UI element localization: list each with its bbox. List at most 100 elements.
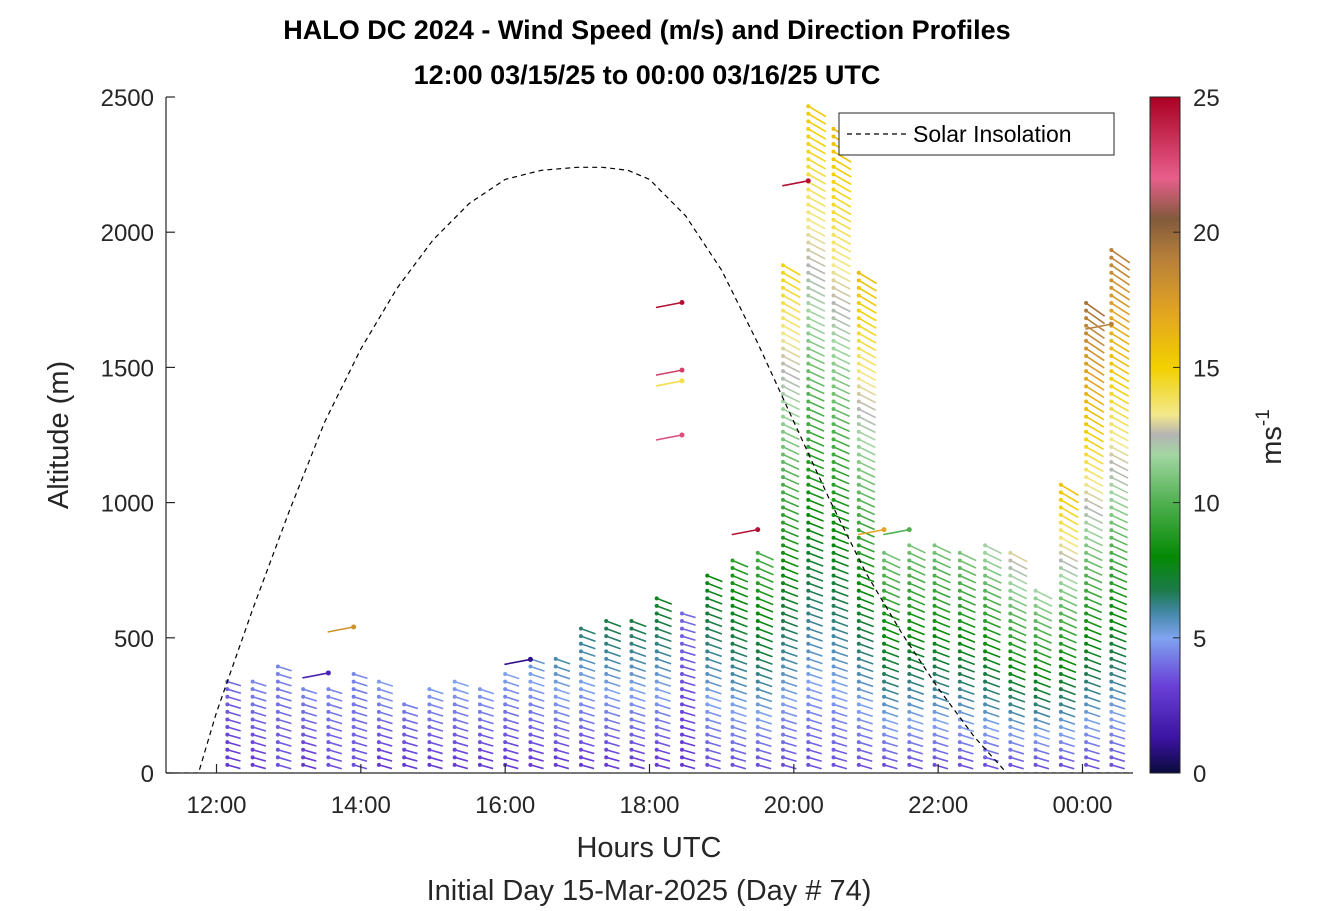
profile-barb-dot [1109,301,1114,306]
profile-barb-dot [730,596,735,601]
profile-barb-shaft [454,756,469,762]
profile-barb-shaft [782,340,801,351]
profile-barb-shaft [479,688,495,695]
profile-barb-dot [578,656,583,661]
profile-barb-dot [856,490,861,495]
profile-barb-dot [1084,497,1089,502]
profile-barb-shaft [782,741,797,748]
profile-barb-shaft [858,294,877,307]
profile-barb-shaft [1111,733,1126,740]
profile-barb-shaft [656,620,672,628]
profile-barb-dot [553,747,558,752]
profile-barb-shaft [959,673,975,681]
profile-barb-dot [1008,626,1013,631]
profile-barb-dot [1058,619,1063,624]
profile-barb-dot [301,755,306,760]
profile-barb-dot [629,679,634,684]
profile-barb-dot [1109,596,1114,601]
profile-barb-dot [806,482,811,487]
profile-barb-shaft [1085,627,1102,636]
profile-barb-dot [1084,369,1089,374]
profile-barb-dot [1084,384,1089,389]
profile-barb-shaft [934,718,949,725]
profile-barb-dot [806,232,811,237]
profile-barb-dot [376,732,381,737]
profile-barb-shaft [530,673,545,680]
profile-barb-dot [402,732,407,737]
profile-barb-dot [957,709,962,714]
profile-barb-dot [351,762,356,767]
profile-barb-dot [856,399,861,404]
profile-barb-dot [1008,679,1013,684]
profile-barb-shaft [934,643,950,651]
profile-barb-shaft [656,627,672,635]
profile-barb-shaft [302,688,318,695]
profile-barb-dot [755,619,760,624]
profile-barb-shaft [1110,302,1130,316]
profile-barb-dot [730,664,735,669]
profile-barb-dot [1058,702,1063,707]
profile-barb-dot [806,369,811,374]
profile-barb-dot [679,732,684,737]
profile-barb-shaft [732,741,747,748]
profile-barb-dot [427,747,432,752]
profile-barb-dot [856,732,861,737]
profile-barb-dot [806,164,811,169]
profile-barb-shaft [883,620,900,629]
profile-barb-dot [831,528,836,533]
profile-barb-shaft [1035,612,1053,622]
profile-barb-shaft [984,703,1000,711]
profile-barb-dot [806,490,811,495]
profile-barb-dot [503,687,508,692]
profile-barb-dot [882,649,887,654]
profile-barb-shaft [858,567,875,576]
profile-barb-dot [1008,596,1013,601]
profile-barb-shaft [605,741,620,747]
profile-barb-shaft [984,559,1002,570]
profile-barb-dot [578,717,583,722]
profile-barb-shaft [732,612,748,621]
profile-barb-dot [806,588,811,593]
profile-barb-dot [578,626,583,631]
profile-barb-dot [1058,550,1063,555]
profile-barb-dot [781,497,786,502]
profile-barb-shaft [1085,552,1103,562]
profile-barb-shaft [909,733,924,740]
profile-barb-shaft [252,718,267,725]
profile-barb-dot [730,603,735,608]
profile-barb-dot [781,740,786,745]
profile-barb-shaft [858,711,873,718]
profile-barb-dot [1033,725,1038,730]
profile-barb-shaft [984,718,1000,725]
profile-barb-shaft [227,748,241,755]
profile-barb-dot [882,709,887,714]
profile-barb-shaft [934,620,951,629]
profile-barb-shaft [656,605,672,613]
profile-barb-shaft [782,393,800,403]
profile-barb-dot [831,142,836,147]
profile-barb-dot [882,725,887,730]
profile-barb-shaft [757,582,774,591]
profile-barb-shaft [808,741,823,748]
colorbar-label: ms-1 [1253,409,1288,465]
profile-barb-shaft [555,703,570,710]
profile-barb-shaft [807,499,824,507]
profile-barb-dot [755,755,760,760]
profile-barb-dot [1084,550,1089,555]
profile-barb-shaft [631,627,647,635]
profile-barb-shaft [479,726,494,732]
profile-barb-shaft [1035,695,1051,703]
profile-barb-shaft [1110,431,1129,442]
profile-barb-dot [932,619,937,624]
profile-barb-dot [932,603,937,608]
profile-barb-shaft [757,726,772,733]
chart-title: HALO DC 2024 - Wind Speed (m/s) and Dire… [283,15,1010,45]
profile-barb-shaft [1085,506,1104,517]
profile-barb-dot [1058,543,1063,548]
profile-barb-shaft [959,695,975,703]
profile-barb-dot [553,664,558,669]
profile-barb-shaft [1111,529,1128,539]
profile-barb-dot [831,248,836,253]
profile-barb-dot [781,611,786,616]
profile-barb-dot [1084,611,1089,616]
